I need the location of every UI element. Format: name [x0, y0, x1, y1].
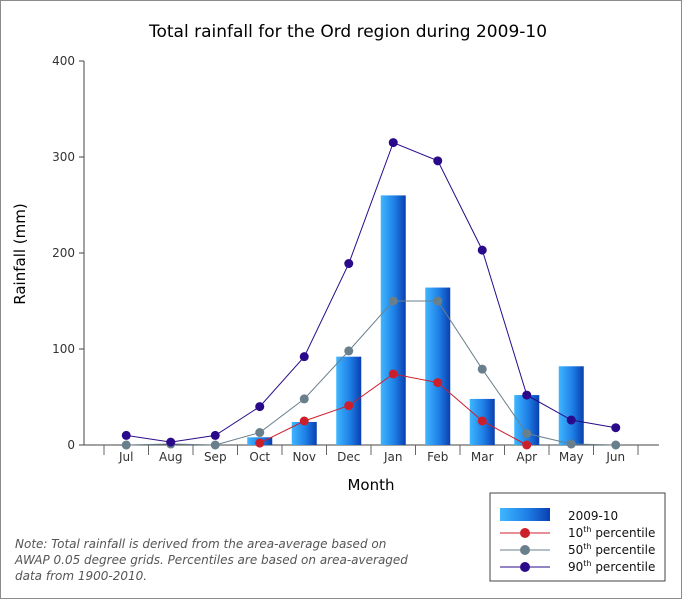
point-50th-percentile: [121, 440, 131, 450]
bar-may: [558, 366, 584, 445]
point-50th-percentile: [255, 428, 265, 438]
x-tick-label: Oct: [249, 450, 270, 464]
point-50th-percentile: [433, 296, 443, 306]
x-tick-label: May: [559, 450, 584, 464]
bar-dec: [336, 356, 362, 445]
point-90th-percentile: [566, 415, 576, 425]
x-tick-label: Aug: [159, 450, 182, 464]
point-90th-percentile: [299, 352, 309, 362]
point-50th-percentile: [299, 394, 309, 404]
point-10th-percentile: [522, 440, 532, 450]
x-tick-label: Jul: [118, 450, 133, 464]
point-50th-percentile: [388, 296, 398, 306]
point-50th-percentile: [611, 440, 621, 450]
point-10th-percentile: [255, 438, 265, 448]
point-50th-percentile: [210, 440, 220, 450]
point-90th-percentile: [433, 156, 443, 166]
legend-label: 10th percentile: [568, 525, 655, 540]
x-tick-label: Nov: [293, 450, 316, 464]
y-tick-label: 0: [67, 438, 75, 452]
point-10th-percentile: [477, 416, 487, 426]
point-10th-percentile: [388, 369, 398, 379]
bar-nov: [291, 421, 317, 445]
legend-label: 90th percentile: [568, 559, 655, 574]
point-90th-percentile: [477, 245, 487, 255]
plot-area: 0 100 200 300 400 Jul Aug Sep Oct Nov Dec Jan Feb Mar…: [52, 54, 659, 464]
y-axis-label: Rainfall (mm): [11, 203, 29, 304]
point-90th-percentile: [611, 423, 621, 433]
legend-swatch-marker: [520, 562, 530, 572]
point-50th-percentile: [344, 346, 354, 356]
line-50th-percentile: [126, 300, 616, 446]
legend-box: [489, 492, 666, 582]
legend-label: 2009-10: [568, 509, 618, 523]
point-50th-percentile: [477, 364, 487, 374]
y-tick-label: 300: [52, 150, 75, 164]
point-90th-percentile: [255, 402, 265, 412]
y-tick-label: 200: [52, 246, 75, 260]
point-10th-percentile: [299, 416, 309, 426]
x-tick-label: Sep: [204, 450, 227, 464]
point-90th-percentile: [344, 259, 354, 269]
x-tick-label: Feb: [427, 450, 448, 464]
legend: 2009-10 10th percentile 50th percentile 90t…: [489, 492, 666, 582]
bar-feb: [425, 287, 451, 445]
point-90th-percentile: [522, 390, 532, 400]
point-90th-percentile: [210, 430, 220, 440]
x-tick-label: Apr: [516, 450, 537, 464]
footnote: Note: Total rainfall is derived from the…: [15, 537, 408, 583]
legend-swatch-marker: [520, 528, 530, 538]
point-10th-percentile: [433, 378, 443, 388]
point-50th-percentile: [522, 428, 532, 438]
x-tick-label: Jan: [383, 450, 403, 464]
x-tick-label: Jun: [605, 450, 625, 464]
chart-title: Total rainfall for the Ord region during…: [148, 22, 547, 42]
x-tick-label: Mar: [471, 450, 494, 464]
point-90th-percentile: [388, 138, 398, 148]
y-tick-label: 400: [52, 54, 75, 68]
x-tick-label: Dec: [337, 450, 360, 464]
line-90th-percentile: [126, 141, 616, 443]
legend-swatch-marker: [520, 545, 530, 555]
point-90th-percentile: [121, 430, 131, 440]
legend-swatch-bar: [500, 508, 550, 521]
x-axis-label: Month: [347, 476, 394, 494]
point-90th-percentile: [166, 437, 176, 447]
point-50th-percentile: [566, 439, 576, 449]
bar-jan: [380, 195, 406, 445]
point-10th-percentile: [344, 401, 354, 411]
legend-label: 50th percentile: [568, 542, 655, 557]
y-tick-label: 100: [52, 342, 75, 356]
